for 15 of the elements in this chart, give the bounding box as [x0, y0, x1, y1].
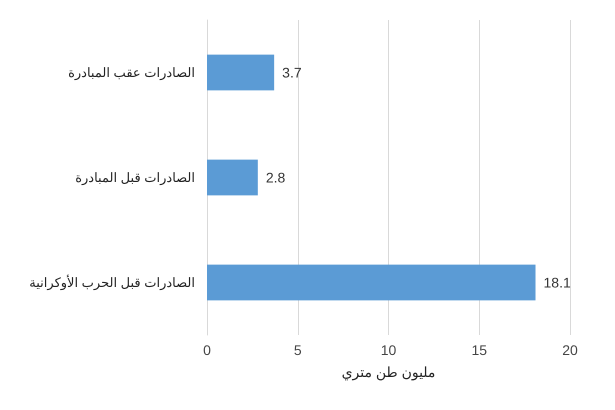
- y-tick-label: الصادرات عقب المبادرة: [68, 65, 195, 81]
- bar: [207, 264, 536, 300]
- x-tick-label: 0: [203, 342, 212, 358]
- x-axis-title: مليون طن متري: [342, 364, 436, 381]
- x-tick-label: 20: [562, 342, 578, 358]
- y-tick-label: الصادرات قبل المبادرة: [75, 170, 195, 186]
- data-label: 18.1: [544, 274, 571, 290]
- bar: [207, 54, 274, 90]
- x-tick-label: 15: [471, 342, 488, 358]
- data-label: 2.8: [266, 170, 286, 186]
- x-tick-label: 10: [380, 342, 396, 358]
- data-label: 3.7: [282, 64, 302, 80]
- bar: [207, 160, 258, 196]
- y-tick-label: الصادرات قبل الحرب الأوكرانية: [29, 274, 195, 291]
- x-tick-label: 5: [294, 342, 302, 358]
